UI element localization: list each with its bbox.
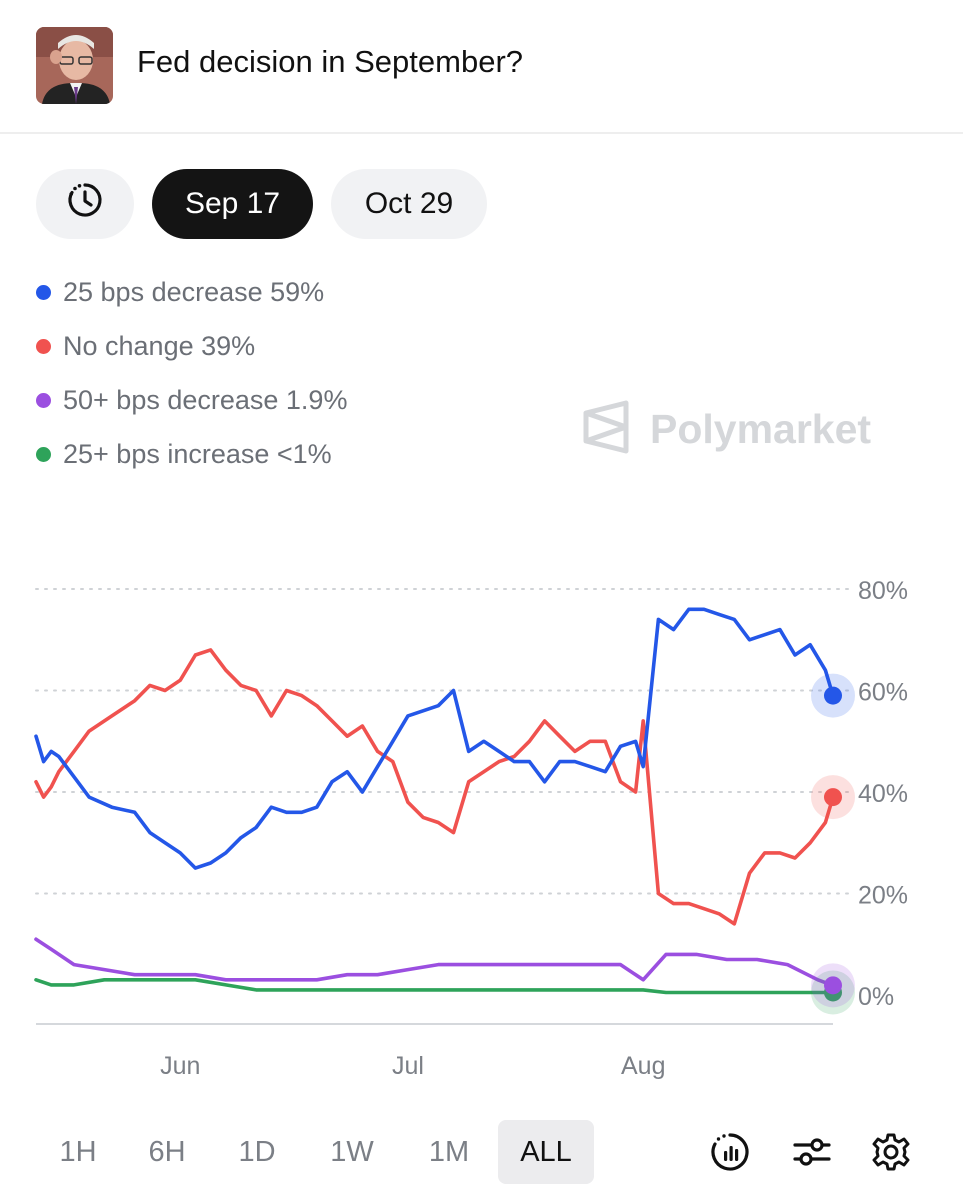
market-header: Fed decision in September? xyxy=(0,0,963,134)
range-6h[interactable]: 6H xyxy=(148,1136,186,1168)
y-tick-label: 40% xyxy=(858,780,908,808)
series-line xyxy=(34,937,835,988)
legend-dot xyxy=(36,338,51,354)
polymarket-logo-icon xyxy=(582,400,630,459)
date-tab-oct-29[interactable]: Oct 29 xyxy=(331,169,487,239)
date-tab-sep-17[interactable]: Sep 17 xyxy=(152,169,313,239)
legend-item: 25+ bps increase <1% xyxy=(36,427,347,481)
legend-label: 50+ bps decrease 1.9% xyxy=(63,384,348,415)
legend-dot xyxy=(36,284,51,300)
range-1m[interactable]: 1M xyxy=(428,1136,470,1168)
series-line xyxy=(34,607,835,870)
y-tick-label: 60% xyxy=(858,679,908,707)
chart-endpoints xyxy=(811,673,855,1015)
gear-icon[interactable] xyxy=(871,1132,911,1172)
legend-label: 25 bps decrease 59% xyxy=(63,276,325,307)
y-axis-ticks: 80% 60% 40% 20% 0% xyxy=(858,577,908,1011)
legend-label: No change 39% xyxy=(63,330,256,361)
legend-label: 25+ bps increase <1% xyxy=(63,438,332,469)
series-line xyxy=(34,977,835,995)
probability-chart: 80% 60% 40% 20% 0% Jun Jul Aug xyxy=(34,577,908,1080)
range-1w[interactable]: 1W xyxy=(330,1136,374,1168)
y-tick-label: 80% xyxy=(858,577,908,605)
x-tick-label: Jun xyxy=(160,1052,200,1080)
legend-item: 25 bps decrease 59% xyxy=(36,265,347,319)
range-all[interactable]: ALL xyxy=(498,1120,594,1184)
legend-item: No change 39% xyxy=(36,319,347,373)
chart-grid xyxy=(35,588,851,1025)
y-tick-label: 0% xyxy=(858,983,894,1011)
chart-legend: 25 bps decrease 59% No change 39% 50+ bp… xyxy=(36,265,347,481)
x-tick-label: Aug xyxy=(621,1052,665,1080)
legend-dot xyxy=(36,446,51,462)
chart-series xyxy=(34,607,835,995)
x-tick-label: Jul xyxy=(392,1052,424,1080)
range-1d[interactable]: 1D xyxy=(238,1136,276,1168)
sliders-icon[interactable] xyxy=(792,1132,832,1172)
series-endpoint xyxy=(824,788,842,807)
legend-dot xyxy=(36,392,51,408)
history-button[interactable] xyxy=(36,169,134,239)
series-endpoint xyxy=(824,976,842,995)
watermark-text: Polymarket xyxy=(650,406,872,452)
legend-item: 50+ bps decrease 1.9% xyxy=(36,373,347,427)
series-endpoint xyxy=(824,686,842,705)
clock-history-icon xyxy=(66,181,104,227)
market-title: Fed decision in September? xyxy=(137,44,524,79)
range-1h[interactable]: 1H xyxy=(59,1136,97,1168)
y-tick-label: 20% xyxy=(858,882,908,910)
series-line xyxy=(34,648,835,926)
history-chart-icon[interactable] xyxy=(710,1132,750,1172)
polymarket-watermark: Polymarket xyxy=(582,400,871,459)
x-axis-ticks: Jun Jul Aug xyxy=(160,1052,665,1080)
market-avatar xyxy=(36,27,113,104)
